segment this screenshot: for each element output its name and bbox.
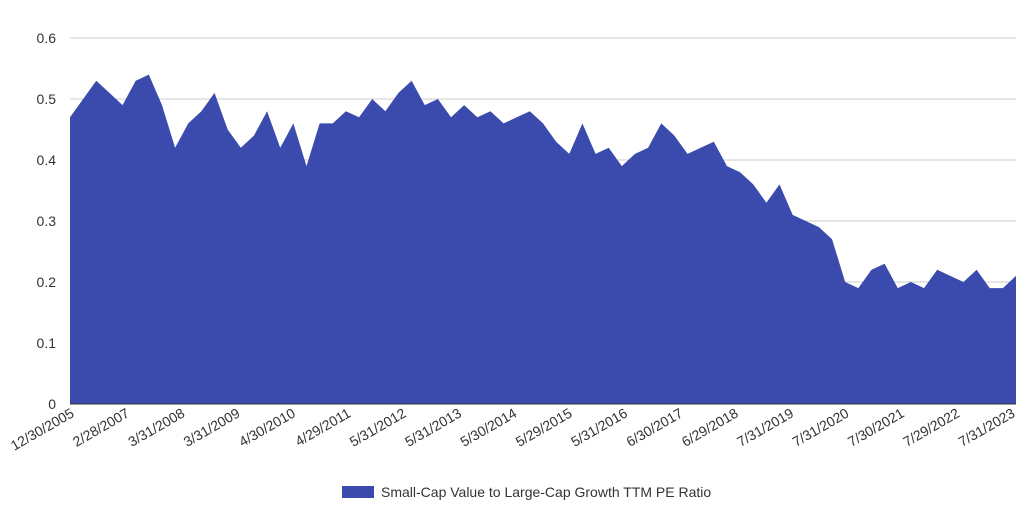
legend-label: Small-Cap Value to Large-Cap Growth TTM … (381, 484, 711, 500)
y-tick-label: 0.4 (37, 152, 57, 168)
x-tick-label: 5/29/2015 (513, 405, 575, 450)
x-tick-label: 12/30/2005 (8, 405, 77, 454)
series-area-group (70, 74, 1016, 404)
y-tick-label: 0.5 (37, 91, 57, 107)
y-axis: 0 0.1 0.2 0.3 0.4 0.5 0.6 (37, 30, 57, 412)
x-tick-label: 5/31/2012 (347, 405, 409, 450)
x-tick-label: 7/30/2021 (845, 405, 907, 450)
x-tick-label: 3/31/2009 (181, 405, 243, 450)
x-tick-label: 6/30/2017 (623, 405, 685, 450)
legend-swatch (342, 486, 374, 498)
x-tick-label: 7/29/2022 (900, 405, 962, 450)
legend[interactable]: Small-Cap Value to Large-Cap Growth TTM … (342, 484, 711, 500)
y-tick-label: 0.3 (37, 213, 57, 229)
x-tick-label: 5/30/2014 (457, 405, 519, 450)
x-tick-label: 7/31/2019 (734, 405, 796, 450)
x-tick-label: 7/31/2020 (789, 405, 851, 450)
y-tick-label: 0.6 (37, 30, 57, 46)
series-area[interactable] (70, 74, 1016, 404)
x-tick-label: 4/29/2011 (292, 405, 353, 450)
x-axis: 12/30/20052/28/20073/31/20083/31/20094/3… (8, 405, 1018, 454)
x-tick-label: 5/31/2013 (402, 405, 464, 450)
y-tick-label: 0.2 (37, 274, 57, 290)
x-tick-label: 5/31/2016 (568, 405, 630, 450)
x-tick-label: 2/28/2007 (70, 405, 132, 450)
x-tick-label: 3/31/2008 (125, 405, 187, 450)
y-tick-label: 0 (48, 396, 56, 412)
x-tick-label: 6/29/2018 (679, 405, 741, 450)
y-tick-label: 0.1 (37, 335, 57, 351)
x-tick-label: 4/30/2010 (236, 405, 298, 450)
x-tick-label: 7/31/2023 (956, 405, 1018, 450)
